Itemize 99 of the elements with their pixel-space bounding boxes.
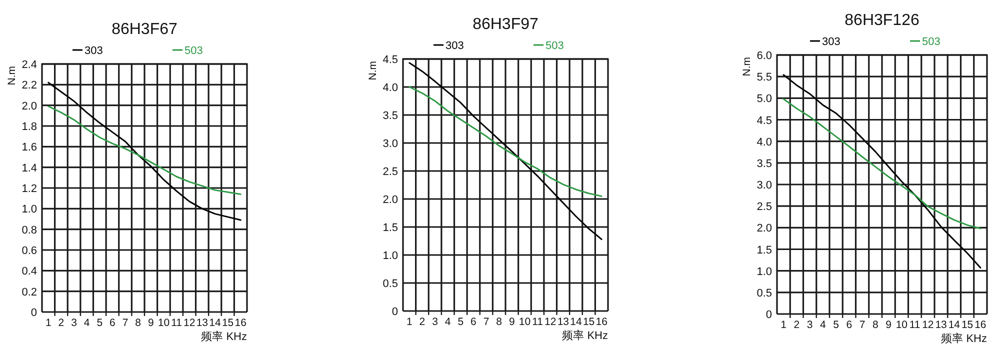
chart-title: 86H3F97 [472, 16, 539, 33]
x-tick-label: 12 [922, 319, 934, 331]
x-tick-label: 3 [806, 319, 813, 331]
x-tick-label: 2 [419, 316, 426, 328]
y-tick-label: 0.4 [22, 266, 37, 278]
y-tick-label: 1.2 [22, 183, 37, 195]
y-tick-label: 2.0 [22, 100, 37, 112]
x-tick-label: 14 [570, 316, 582, 328]
chart-title: 86H3F126 [844, 12, 920, 29]
x-tick-label: 9 [148, 317, 154, 329]
y-tick-label: 4.5 [382, 54, 398, 66]
legend-label: 503 [922, 36, 940, 48]
y-tick-label: 5.5 [756, 72, 772, 84]
x-tick-label: 3 [71, 317, 78, 329]
legend-label: 303 [84, 45, 103, 57]
y-tick-label: 3.5 [756, 158, 772, 170]
x-tick-label: 4 [84, 317, 90, 329]
chart-title: 86H3F67 [112, 21, 178, 38]
y-tick-label: 2.2 [22, 80, 37, 92]
x-tick-label: 5 [458, 316, 464, 328]
y-tick-label: 1.6 [22, 142, 37, 154]
x-tick-label: 15 [582, 316, 595, 328]
y-tick-label: 1.4 [22, 162, 37, 174]
y-tick-label: 0.8 [22, 224, 37, 236]
y-tick-label: 3.0 [382, 138, 398, 150]
y-tick-label: 2.5 [756, 201, 772, 214]
x-tick-label: 2 [794, 319, 800, 331]
y-tick-label: 2.4 [22, 59, 37, 71]
x-tick-label: 6 [846, 319, 852, 331]
y-tick-label: 1.5 [756, 244, 772, 256]
x-tick-label: 10 [896, 319, 908, 331]
y-tick-label: 4.0 [756, 136, 772, 148]
x-tick-label: 15 [961, 319, 974, 331]
x-tick-label: 15 [222, 317, 234, 329]
y-tick-label: 1.8 [22, 121, 37, 133]
y-tick-label: 1.0 [756, 266, 772, 278]
x-tick-label: 9 [886, 319, 892, 331]
x-tick-label: 1 [45, 317, 52, 329]
y-tick-label: 3.0 [756, 180, 772, 192]
y-tick-label: 5.0 [756, 93, 772, 106]
y-axis-title: N.m [367, 60, 379, 80]
y-tick-label: 1.0 [22, 204, 37, 216]
y-tick-label: 4.0 [382, 82, 398, 94]
y-tick-label: 3.5 [382, 110, 398, 122]
x-tick-label: 13 [935, 319, 948, 331]
y-tick-label: 0.5 [382, 278, 398, 290]
x-tick-label: 1 [780, 319, 787, 331]
y-tick-label: 0.6 [22, 245, 37, 257]
y-axis-title: N.m [741, 56, 753, 76]
y-axis-title: N.m [6, 66, 18, 86]
x-tick-label: 8 [872, 319, 879, 331]
x-tick-label: 10 [158, 317, 170, 329]
x-tick-label: 7 [122, 317, 128, 329]
x-tick-label: 14 [209, 317, 221, 329]
y-tick-label: 1.5 [382, 222, 398, 234]
x-tick-label: 16 [596, 316, 608, 328]
x-tick-label: 6 [470, 316, 477, 328]
x-tick-label: 12 [184, 317, 196, 329]
x-tick-label: 4 [444, 316, 451, 328]
y-tick-label: 2.5 [382, 166, 398, 178]
legend-label: 503 [546, 40, 564, 52]
x-tick-label: 14 [948, 319, 960, 331]
legend-label: 303 [822, 36, 840, 48]
x-tick-label: 13 [196, 317, 208, 329]
x-tick-label: 9 [508, 316, 515, 328]
y-tick-label: 4.5 [756, 114, 772, 127]
x-axis-title: 频率 KHz [941, 332, 987, 345]
x-tick-label: 13 [557, 316, 570, 328]
y-tick-label: 2.0 [382, 194, 398, 206]
x-tick-label: 5 [833, 319, 840, 331]
x-tick-label: 7 [483, 316, 490, 328]
x-axis-title: 频率 KHz [201, 330, 247, 343]
x-tick-label: 8 [496, 316, 502, 328]
x-tick-label: 5 [96, 317, 103, 329]
x-tick-label: 12 [544, 316, 556, 328]
x-tick-label: 11 [909, 319, 920, 331]
y-tick-label: 1.0 [382, 250, 398, 262]
x-tick-label: 10 [518, 316, 531, 328]
x-tick-label: 8 [135, 317, 142, 329]
y-tick-label: 0 [766, 309, 772, 321]
x-tick-label: 3 [432, 316, 438, 328]
x-axis-title: 频率 KHz [562, 329, 608, 342]
x-tick-label: 16 [974, 319, 986, 331]
y-tick-label: 0 [30, 307, 37, 319]
x-tick-label: 11 [532, 316, 544, 328]
y-tick-label: 6.0 [756, 50, 772, 62]
legend-label: 503 [184, 45, 203, 57]
x-tick-label: 11 [171, 317, 182, 329]
x-tick-label: 6 [110, 317, 116, 329]
y-tick-label: 2.0 [756, 222, 772, 235]
x-tick-label: 16 [234, 317, 247, 329]
y-tick-label: 0.2 [22, 286, 37, 298]
x-tick-label: 1 [406, 316, 412, 328]
x-tick-label: 4 [820, 319, 826, 331]
y-tick-label: 0 [392, 306, 398, 318]
x-tick-label: 2 [58, 317, 64, 329]
x-tick-label: 7 [859, 319, 866, 331]
y-tick-label: 0.5 [756, 287, 772, 300]
legend-label: 303 [446, 40, 464, 52]
